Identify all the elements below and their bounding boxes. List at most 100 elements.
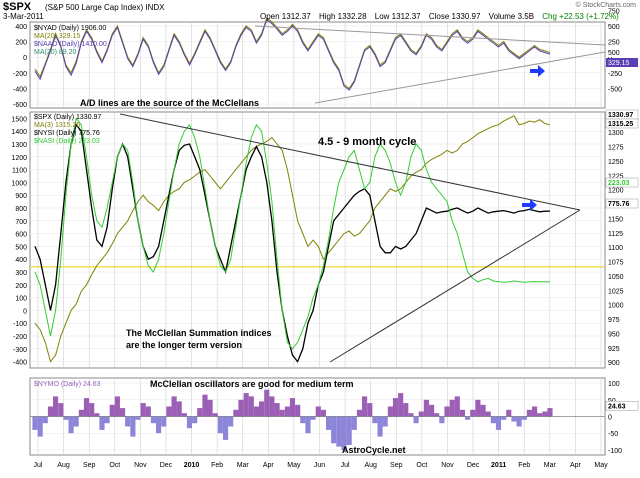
x-tick-label: Aug bbox=[57, 462, 70, 469]
bottom-right-tick: 100 bbox=[608, 381, 620, 388]
nymo-bar bbox=[274, 403, 280, 417]
nymo-bar bbox=[470, 409, 476, 417]
nymo-bar bbox=[130, 416, 136, 437]
high-value: High 1332.28 bbox=[318, 12, 367, 21]
nymo-bar bbox=[99, 416, 105, 430]
nymo-bar bbox=[145, 406, 151, 417]
volume-value: Volume 3.5B bbox=[488, 12, 535, 21]
main-value-tag bbox=[605, 177, 639, 188]
nymo-bar bbox=[423, 399, 429, 417]
x-tick-label: Jul bbox=[34, 462, 43, 469]
main-left-tick: 500 bbox=[15, 244, 27, 251]
x-tick-label: Dec bbox=[467, 462, 480, 469]
nymo-bar bbox=[32, 416, 38, 430]
top-value-label: 329.15 bbox=[608, 60, 630, 67]
nymo-bar bbox=[465, 416, 471, 420]
nymo-bar bbox=[47, 406, 54, 417]
nymo-bar bbox=[176, 401, 182, 417]
top-right-tick: -250 bbox=[608, 71, 622, 78]
top-arrow-icon bbox=[530, 65, 545, 77]
x-tick-label: Feb bbox=[518, 462, 530, 469]
nymo-bar bbox=[521, 416, 527, 420]
main-right-tick: 1150 bbox=[608, 216, 623, 223]
nymo-bar bbox=[320, 409, 326, 417]
nymo-bar bbox=[367, 403, 373, 417]
x-tick-label: Aug bbox=[364, 462, 377, 469]
nymo-bar bbox=[372, 416, 378, 424]
nymo-bar bbox=[68, 416, 74, 434]
nymo-bar bbox=[377, 416, 383, 437]
nymo-bar bbox=[89, 403, 95, 417]
main-left-tick: 700 bbox=[15, 219, 27, 226]
main-right-tick: 1225 bbox=[608, 173, 624, 180]
nymo-bar bbox=[171, 396, 177, 417]
main-legend-entry: $NASI (Daily) 223.03 bbox=[34, 138, 100, 145]
top-series-line bbox=[34, 18, 551, 91]
nymo-bar bbox=[114, 396, 120, 417]
main-right-tick: 1075 bbox=[608, 260, 624, 267]
open-value: Open 1312.37 bbox=[260, 12, 311, 21]
main-value-tag bbox=[605, 198, 639, 209]
main-series-line bbox=[34, 117, 550, 350]
main-left-tick: 1300 bbox=[11, 142, 27, 149]
annotation-summation-1: The McClellan Summation indices bbox=[126, 328, 272, 338]
nymo-bar bbox=[387, 406, 393, 417]
close-value: Close 1330.97 bbox=[428, 12, 481, 21]
x-tick-label: Oct bbox=[109, 462, 120, 469]
nymo-bar bbox=[243, 393, 249, 417]
main-left-tick: -300 bbox=[13, 347, 27, 354]
nymo-bar bbox=[392, 398, 399, 417]
nymo-bar bbox=[434, 413, 440, 417]
main-left-tick: 100 bbox=[15, 296, 27, 303]
main-value-label: 1315.25 bbox=[608, 121, 633, 128]
nymo-bar bbox=[78, 409, 84, 417]
nymo-bar bbox=[140, 403, 146, 417]
nymo-bar bbox=[135, 416, 141, 420]
nymo-bar bbox=[264, 389, 270, 417]
main-value-label: 1330.97 bbox=[608, 112, 633, 119]
main-right-tick: 1250 bbox=[608, 159, 624, 166]
nymo-bar bbox=[125, 416, 131, 427]
main-trendline-lower bbox=[329, 209, 581, 363]
nymo-bar bbox=[444, 406, 450, 417]
nymo-bar bbox=[42, 416, 48, 424]
main-left-tick: 200 bbox=[15, 283, 27, 290]
nymo-bar bbox=[336, 416, 342, 447]
bottom-right-tick: -100 bbox=[608, 448, 622, 455]
nymo-bar bbox=[485, 411, 491, 417]
credit-text: © StockCharts.com bbox=[575, 2, 636, 9]
nymo-bar bbox=[212, 413, 218, 417]
bottom-legend-entry: $NYMO (Daily) 24.63 bbox=[34, 381, 101, 388]
nymo-bar bbox=[459, 409, 466, 417]
top-right-tick: 750 bbox=[608, 8, 620, 15]
top-left-tick: -400 bbox=[13, 86, 27, 93]
nymo-bar bbox=[346, 416, 352, 445]
nymo-bar bbox=[490, 416, 496, 424]
nymo-bar bbox=[223, 416, 229, 440]
x-tick-label: 2010 bbox=[184, 462, 200, 469]
nymo-bar bbox=[526, 409, 532, 417]
main-right-tick: 1125 bbox=[608, 231, 623, 238]
main-right-tick: 1050 bbox=[608, 274, 624, 281]
x-tick-label: 2011 bbox=[491, 462, 506, 469]
x-tick-label: Nov bbox=[134, 462, 147, 469]
main-value-label: 223.03 bbox=[608, 180, 630, 187]
main-left-tick: -200 bbox=[13, 334, 27, 341]
nymo-bar bbox=[37, 416, 43, 437]
nymo-bar bbox=[166, 406, 172, 417]
main-series-line bbox=[34, 115, 551, 363]
nymo-bar bbox=[58, 403, 64, 417]
low-value: Low 1312.37 bbox=[374, 12, 421, 21]
x-tick-label: Mar bbox=[237, 462, 250, 469]
nymo-bar bbox=[63, 416, 69, 420]
x-tick-label: Apr bbox=[570, 462, 582, 469]
main-left-tick: -100 bbox=[13, 321, 27, 328]
nymo-bar bbox=[269, 396, 275, 417]
x-tick-label: Oct bbox=[416, 462, 427, 469]
main-legend-entry: $SPX (Daily) 1330.97 bbox=[34, 114, 101, 121]
nymo-bar bbox=[331, 416, 337, 444]
nymo-bar bbox=[300, 416, 306, 424]
nymo-bar bbox=[315, 406, 321, 417]
annotation-ad-lines: A/D lines are the source of the McClella… bbox=[80, 98, 259, 108]
nymo-bar bbox=[217, 416, 223, 434]
